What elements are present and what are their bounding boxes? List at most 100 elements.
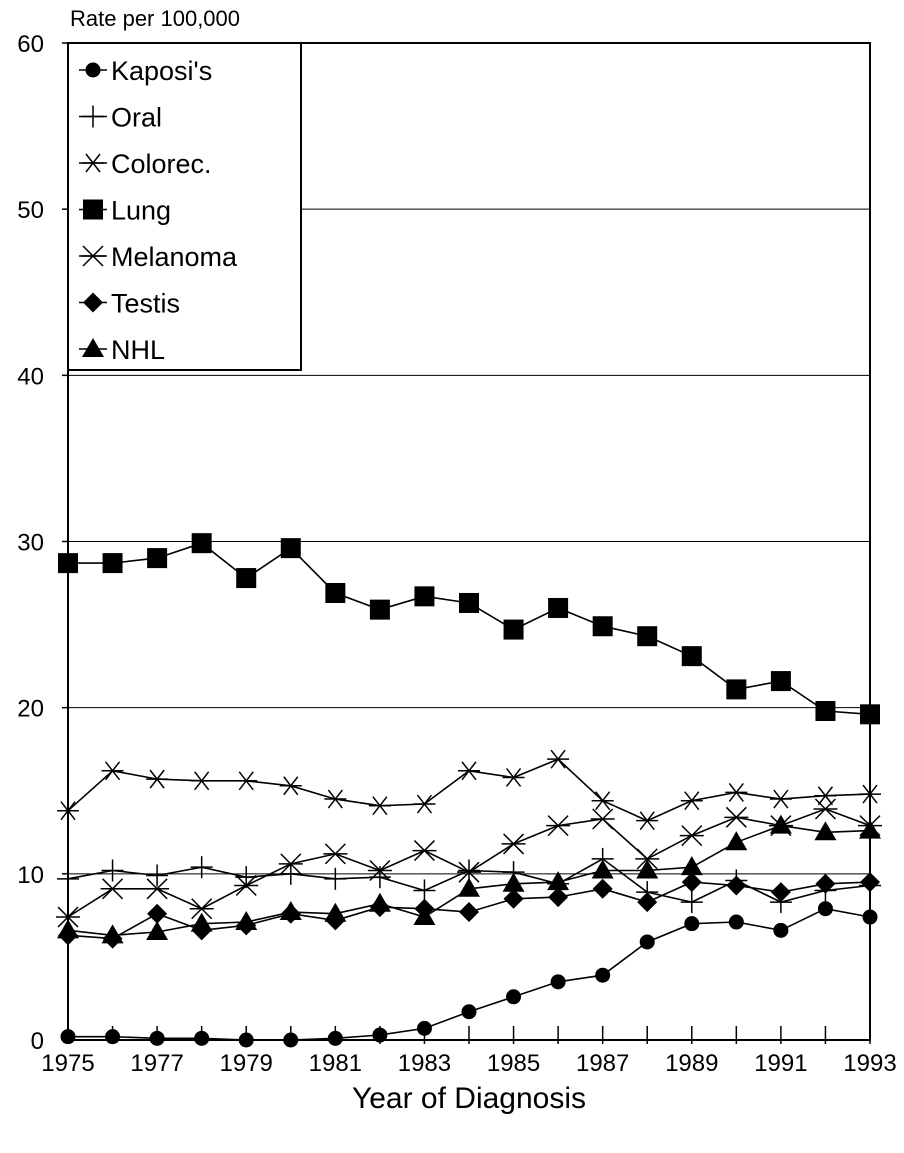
data-point [57,801,79,821]
data-point [770,671,791,692]
legend-box [67,42,302,371]
series-circle [60,901,878,1048]
data-point [636,811,659,831]
data-point [100,878,125,900]
data-point [238,1032,254,1048]
data-point [149,1030,165,1046]
data-point [591,791,614,811]
data-point [101,859,124,882]
legend-marker [82,105,104,128]
legend-item: Oral [79,103,162,133]
data-point [680,891,703,914]
legend-label: Kaposi's [111,56,212,86]
legend-label: Lung [111,196,171,226]
data-point [684,916,700,932]
x-tick-label: 1991 [754,1050,807,1077]
y-tick-label: 30 [17,530,44,557]
x-tick-label: 1975 [41,1050,94,1077]
data-point [105,1029,121,1045]
data-point [636,859,659,879]
x-tick-label: 1985 [487,1050,540,1077]
data-point [814,821,837,841]
data-point [283,1032,299,1048]
y-tick-label: 60 [17,31,44,58]
data-point [191,533,212,554]
data-point [147,903,168,924]
series-lines [56,533,882,1048]
data-point [235,911,258,931]
legend: Kaposi's Oral Colorec. Lung Melanoma Testis NH… [67,42,302,371]
data-point [814,786,837,806]
data-point [681,872,702,893]
data-point [550,974,566,990]
legend-item: Melanoma [79,242,238,272]
series-square [58,533,880,725]
data-point [57,919,79,939]
legend-marker [85,62,101,78]
legend-item: Lung [79,196,171,226]
data-point [190,912,213,932]
data-point [279,776,302,796]
data-point [413,794,436,814]
data-point [681,646,702,667]
legend-marker [83,292,103,313]
legend-item: Testis [79,289,180,319]
data-point [860,704,880,725]
data-point [815,873,836,894]
data-point [769,814,792,834]
data-point [724,806,749,828]
data-point [372,1027,388,1043]
data-point [635,848,660,870]
data-point [190,771,213,791]
data-point [324,867,347,890]
data-point [458,877,480,897]
data-point [726,679,747,700]
data-point [459,592,479,613]
data-point [680,856,703,876]
y-tick-label: 20 [17,696,44,723]
data-point [279,901,302,921]
data-point [457,861,481,883]
data-point [506,989,522,1005]
data-point [679,825,704,847]
data-point [145,878,170,900]
data-point [770,882,791,903]
data-point [368,892,391,912]
data-point [58,553,78,574]
data-point [859,819,881,839]
data-point [592,878,613,899]
legend-item: NHL [79,335,165,365]
legend-marker [81,245,105,267]
data-point [234,874,259,896]
data-point [414,586,435,607]
data-point [278,853,303,875]
data-point [56,906,80,928]
data-point [57,867,79,890]
series-asterisk [57,749,881,831]
data-point [815,700,836,721]
series-line [68,907,871,1041]
data-point [503,888,524,909]
data-point [412,840,437,862]
legend-label: Oral [111,103,162,133]
legend-label: Colorec. [111,149,212,179]
data-point [637,626,658,647]
series-triangle [57,814,881,944]
data-point [548,597,569,618]
data-point [546,815,571,837]
data-point [235,771,258,791]
data-point [591,859,614,879]
legend-marker [82,338,104,357]
data-point [279,862,302,885]
data-point [461,1004,477,1020]
data-point [324,902,347,922]
x-tick-label: 1979 [220,1050,273,1077]
data-point [323,843,348,865]
data-point [595,967,611,983]
legend-label: Melanoma [111,242,238,272]
data-point [367,859,392,882]
data-point [817,901,833,917]
series-star [56,798,882,928]
data-point [324,789,347,809]
